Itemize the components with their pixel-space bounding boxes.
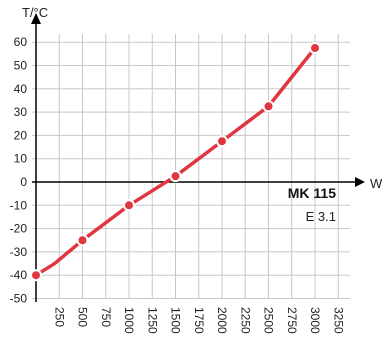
y-tick-label: 0 bbox=[20, 175, 27, 189]
axes bbox=[31, 13, 365, 302]
y-tick-label: -10 bbox=[10, 198, 28, 212]
x-tick-label: 2000 bbox=[215, 307, 229, 334]
y-tick-label: -30 bbox=[10, 245, 28, 259]
x-tick-label: 250 bbox=[52, 307, 66, 327]
grid bbox=[32, 34, 350, 299]
data-point bbox=[262, 100, 275, 113]
model-label: MK 115 bbox=[288, 185, 336, 201]
x-tick-label: 2250 bbox=[238, 307, 252, 334]
x-tick-label: 1250 bbox=[145, 307, 159, 334]
x-tick-label: 3000 bbox=[308, 307, 322, 334]
y-axis-title: T/°C bbox=[22, 5, 48, 20]
y-tick-label: 30 bbox=[14, 105, 28, 119]
x-tick-label: 1000 bbox=[122, 307, 136, 334]
data-point bbox=[216, 135, 228, 148]
x-axis-arrow-icon bbox=[355, 177, 365, 187]
x-tick-label: 750 bbox=[99, 307, 113, 327]
data-point bbox=[123, 199, 135, 212]
data-point bbox=[30, 269, 42, 282]
series-line bbox=[34, 46, 317, 277]
y-tick-label: 60 bbox=[14, 35, 28, 49]
x-tick-label: 2500 bbox=[262, 307, 276, 334]
series bbox=[30, 42, 321, 282]
data-point bbox=[309, 42, 321, 55]
y-axis-arrow-icon bbox=[31, 13, 41, 24]
x-tick-label: 500 bbox=[76, 307, 90, 327]
y-tick-label: -50 bbox=[10, 292, 28, 306]
x-tick-label: 3250 bbox=[331, 307, 345, 334]
y-tick-label: -20 bbox=[10, 222, 28, 236]
y-tick-label: 20 bbox=[14, 128, 28, 142]
x-tick-label: 2750 bbox=[285, 307, 299, 334]
variant-label: E 3.1 bbox=[306, 209, 336, 224]
data-point bbox=[76, 234, 89, 247]
y-tick-label: 40 bbox=[14, 82, 28, 96]
y-tick-label: 10 bbox=[14, 152, 28, 166]
y-tick-label: 50 bbox=[14, 59, 28, 73]
x-tick-label: 1750 bbox=[192, 307, 206, 334]
data-point bbox=[169, 170, 182, 183]
y-tick-label: -40 bbox=[10, 268, 28, 282]
x-axis-title: W bbox=[370, 176, 382, 191]
x-tick-label: 1500 bbox=[169, 307, 183, 334]
labels: 250 500 750 1000 1250 1500 1750 2000 2250 2500 275… bbox=[10, 35, 346, 334]
